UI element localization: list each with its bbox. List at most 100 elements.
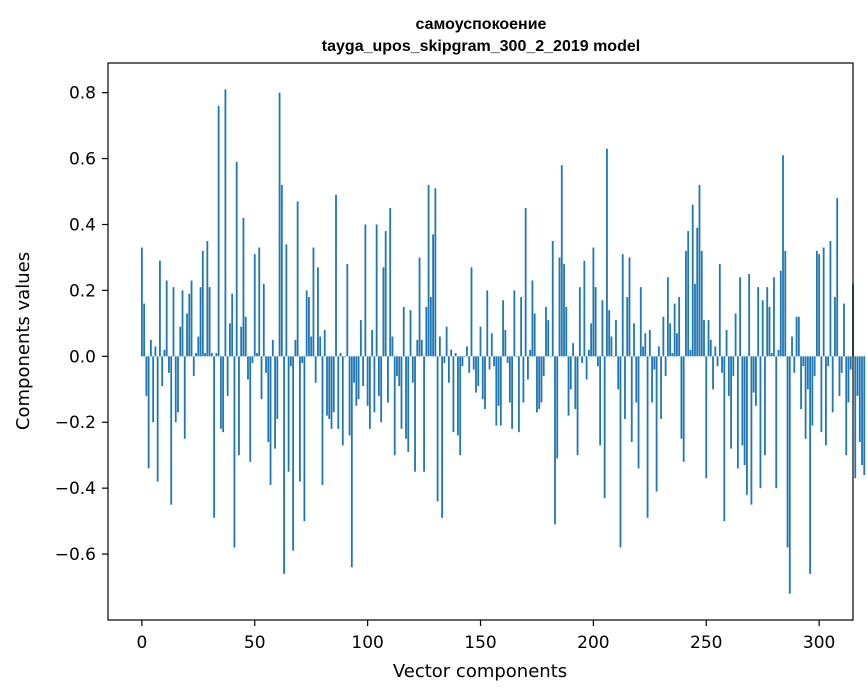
bar — [301, 356, 304, 363]
bar — [750, 356, 753, 505]
bar — [314, 356, 317, 383]
bar — [761, 300, 764, 357]
bar — [425, 306, 428, 357]
bar — [267, 356, 270, 443]
bar — [606, 148, 608, 357]
bar — [813, 356, 816, 377]
y-axis-ticks: −0.6 −0.4 −0.2 0.0 0.2 0.4 0.6 0.8 — [55, 84, 108, 565]
bar — [703, 320, 705, 357]
bar — [572, 343, 574, 357]
bar — [527, 356, 529, 380]
bar — [678, 297, 681, 357]
bar — [249, 356, 252, 462]
bar — [700, 250, 703, 357]
bar — [714, 346, 717, 357]
bar — [208, 287, 211, 357]
bar — [725, 329, 728, 357]
bar — [204, 353, 206, 357]
bar — [364, 224, 367, 357]
bar — [655, 356, 658, 492]
bar — [411, 356, 414, 383]
bar — [739, 277, 742, 357]
bar — [849, 356, 852, 370]
bar — [682, 356, 685, 462]
bar — [303, 356, 306, 522]
bar — [712, 356, 714, 390]
bar — [615, 320, 617, 357]
bar — [445, 326, 448, 357]
bar — [294, 339, 297, 357]
bar — [558, 257, 561, 357]
bar — [312, 247, 315, 357]
bar — [536, 356, 538, 413]
bar — [770, 353, 773, 357]
bar — [247, 356, 249, 380]
y-tick-label: 0.0 — [69, 347, 96, 367]
bar — [569, 356, 572, 390]
bar — [854, 356, 857, 479]
bar — [495, 356, 498, 426]
bar — [666, 277, 669, 357]
bar — [420, 339, 423, 357]
bar — [822, 247, 825, 357]
bar — [834, 297, 836, 357]
y-tick-label: −0.2 — [55, 413, 96, 433]
bar — [174, 356, 177, 423]
bar — [829, 240, 832, 357]
bar — [784, 250, 787, 357]
bar — [529, 349, 532, 357]
bar — [398, 356, 401, 386]
bar — [721, 356, 723, 373]
bar — [238, 356, 240, 456]
bar — [502, 300, 504, 357]
y-tick-label: 0.8 — [69, 84, 96, 104]
bar — [858, 356, 861, 443]
bar — [357, 356, 360, 400]
bar — [427, 184, 430, 357]
bar — [470, 267, 473, 357]
bar — [391, 336, 394, 357]
x-tick-label: 250 — [690, 633, 722, 653]
bar — [172, 287, 175, 357]
bar — [233, 356, 236, 548]
bar — [215, 353, 218, 357]
bar — [576, 356, 579, 456]
bar — [140, 247, 143, 357]
bar — [346, 264, 349, 357]
bar — [836, 198, 839, 357]
bar — [452, 356, 455, 433]
bar — [759, 356, 762, 489]
bar — [271, 339, 274, 357]
bar — [258, 247, 261, 357]
bar — [429, 297, 432, 357]
bar — [418, 257, 421, 357]
bar — [170, 356, 173, 505]
x-tick-label: 200 — [577, 633, 609, 653]
bar — [350, 356, 353, 568]
bar — [201, 250, 204, 357]
bar — [443, 356, 446, 363]
bar — [786, 356, 789, 548]
bar — [560, 165, 563, 357]
bar — [635, 356, 638, 403]
bar — [800, 356, 802, 410]
bar — [219, 356, 222, 429]
bar — [378, 356, 380, 396]
bar — [840, 356, 843, 373]
bar — [793, 356, 796, 373]
bar — [745, 356, 748, 495]
bar — [310, 336, 313, 357]
bar — [709, 339, 712, 357]
bar — [265, 356, 267, 373]
bar — [490, 333, 493, 357]
bar — [547, 320, 550, 357]
bar — [811, 356, 814, 426]
bar — [283, 356, 285, 574]
bar — [416, 339, 419, 357]
bar — [152, 356, 155, 423]
bar — [337, 356, 340, 429]
bar — [809, 356, 812, 574]
x-tick-label: 50 — [244, 633, 266, 653]
bar — [143, 303, 146, 357]
bar — [617, 356, 620, 390]
